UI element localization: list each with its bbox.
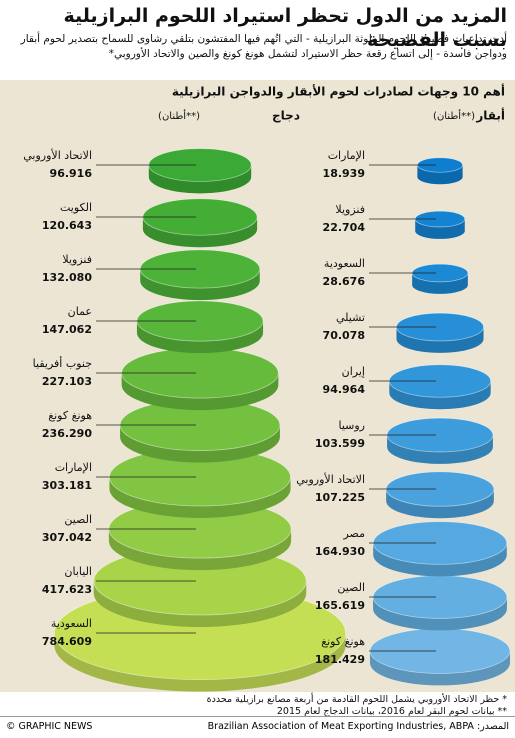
value-label: 94.964	[323, 383, 366, 396]
source: المصدر: Brazilian Association of Meat Ex…	[207, 721, 509, 732]
value-label: 784.609	[42, 635, 92, 648]
category-label: مصر	[342, 527, 365, 540]
category-label: عمان	[68, 305, 92, 318]
category-label: السعودية	[51, 617, 92, 630]
category-label: الصين	[64, 513, 92, 526]
category-label: فنزويلا	[335, 203, 365, 216]
footer: © GRAPHIC NEWS المصدر: Brazilian Associa…	[0, 716, 515, 738]
value-label: 307.042	[42, 531, 92, 544]
value-label: 103.599	[315, 437, 365, 450]
category-label: فنزويلا	[62, 253, 92, 266]
disc	[396, 312, 484, 353]
value-label: 147.062	[42, 323, 92, 336]
disc	[388, 364, 492, 410]
column-unit: (أطنان**)	[158, 109, 200, 122]
value-label: 120.643	[42, 219, 92, 232]
value-label: 227.103	[42, 375, 92, 388]
disc	[385, 471, 495, 519]
category-label: هونغ كونغ	[321, 635, 365, 648]
category-label: الكويت	[60, 201, 92, 214]
disc	[372, 575, 508, 631]
disc	[109, 447, 291, 518]
category-label: تشيلي	[336, 311, 365, 324]
value-label: 96.916	[50, 167, 93, 180]
value-label: 28.676	[323, 275, 366, 288]
subtitle: أدت تداعيات فضيحة اللحوم الملوثة البرازي…	[20, 33, 507, 60]
disc	[372, 521, 508, 577]
category-label: جنوب أفريقيا	[33, 356, 92, 370]
value-label: 303.181	[42, 479, 92, 492]
value-label: 181.429	[315, 653, 365, 666]
footnote: ** بيانات لحوم البقر لعام 2016، بيانات ا…	[276, 706, 507, 717]
disc	[136, 300, 264, 354]
disc	[121, 347, 279, 411]
disc	[411, 263, 469, 294]
category-label: الاتحاد الأوروبي	[23, 148, 92, 162]
disc	[416, 157, 464, 185]
category-label: إيران	[342, 365, 365, 378]
column-title: دجاج	[272, 109, 300, 123]
category-label: الإمارات	[55, 461, 92, 474]
copyright: © GRAPHIC NEWS	[6, 721, 93, 732]
value-label: 236.290	[42, 427, 92, 440]
category-label: الاتحاد الأوروبي	[296, 472, 365, 486]
category-label: السعودية	[324, 257, 365, 270]
value-label: 70.078	[323, 329, 365, 342]
column-title: أبقار	[475, 108, 505, 123]
value-label: 107.225	[315, 491, 365, 504]
chart: أهم 10 وجهات لصادرات لحوم الأبقار والدوا…	[23, 84, 511, 692]
footnote: * حظر الاتحاد الأوروبي يشمل اللحوم القاد…	[206, 694, 507, 705]
panel: أهم 10 وجهات لصادرات لحوم الأبقار والدوا…	[0, 80, 515, 692]
category-label: الصين	[337, 581, 365, 594]
section-heading: أهم 10 وجهات لصادرات لحوم الأبقار والدوا…	[172, 84, 505, 100]
title: المزيد من الدول تحظر استيراد اللحوم البر…	[63, 5, 507, 51]
category-label: هونغ كونغ	[48, 409, 92, 422]
value-label: 165.619	[315, 599, 365, 612]
value-label: 18.939	[323, 167, 365, 180]
category-label: الإمارات	[328, 149, 365, 162]
value-label: 132.080	[42, 271, 92, 284]
disc	[369, 628, 511, 686]
category-label: روسيا	[338, 419, 365, 432]
disc	[414, 210, 466, 239]
disc	[148, 148, 252, 194]
value-label: 164.930	[315, 545, 365, 558]
disc	[108, 499, 292, 571]
category-label: اليابان	[64, 565, 92, 578]
disc	[142, 198, 258, 248]
value-label: 417.623	[42, 583, 92, 596]
disc	[386, 417, 494, 464]
disc	[139, 249, 261, 301]
value-label: 22.704	[323, 221, 366, 234]
column-unit: (أطنان**)	[433, 109, 475, 122]
